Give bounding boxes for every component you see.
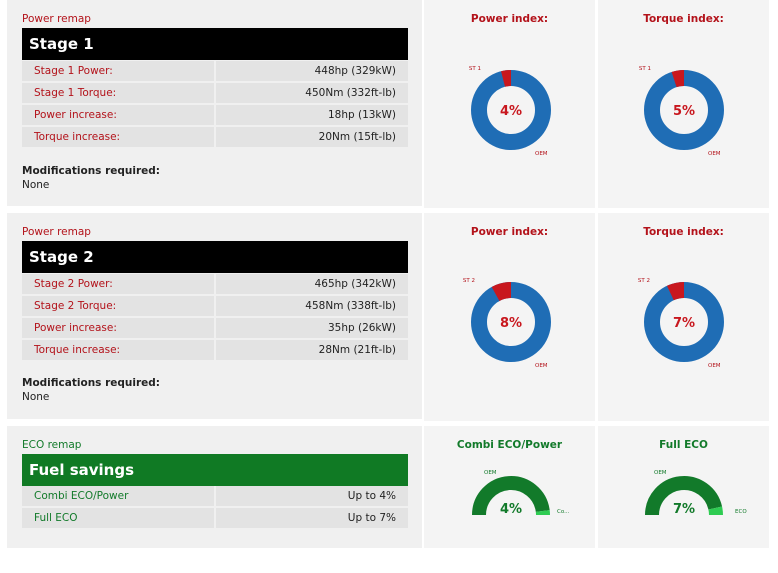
table-row: Torque increase: 28Nm (21ft-lb) bbox=[22, 340, 408, 360]
row-label: Stage 1 Torque: bbox=[22, 83, 214, 103]
eco-combi-panel: Combi ECO/Power 4% OEM Co... bbox=[424, 426, 595, 548]
row-label: Stage 1 Power: bbox=[22, 61, 214, 81]
table-row: Stage 1 Torque: 450Nm (332ft-lb) bbox=[22, 83, 408, 103]
table-row: Stage 2 Power: 465hp (342kW) bbox=[22, 274, 408, 294]
table-row: Torque increase: 20Nm (15ft-lb) bbox=[22, 127, 408, 147]
slice-label: ST 2 bbox=[463, 278, 475, 284]
row-value: 448hp (329kW) bbox=[216, 61, 408, 81]
donut-base-slice bbox=[471, 70, 551, 150]
slice-label: ST 1 bbox=[639, 66, 651, 72]
slice-label: OEM bbox=[708, 363, 721, 369]
slice-label: ECO bbox=[735, 509, 747, 515]
row-label: Stage 2 Torque: bbox=[22, 296, 214, 316]
table-row: Stage 1 Power: 448hp (329kW) bbox=[22, 61, 408, 81]
gauge-savings-slice bbox=[708, 506, 723, 516]
row-value: 18hp (13kW) bbox=[216, 105, 408, 125]
slice-label: Co... bbox=[557, 509, 570, 515]
row-label: Power increase: bbox=[22, 318, 214, 338]
stage1-modifications: Modifications required: None bbox=[22, 164, 160, 192]
row-value: Up to 4% bbox=[216, 486, 408, 506]
row-value: 458Nm (338ft-lb) bbox=[216, 296, 408, 316]
table-row: Power increase: 18hp (13kW) bbox=[22, 105, 408, 125]
chart-title: Power index: bbox=[470, 13, 549, 25]
donut-base-slice bbox=[644, 282, 724, 362]
stage2-torque-index-panel: Torque index: 7% ST 2 OEM bbox=[598, 213, 769, 421]
stage1-torque-donut: 5% ST 1 OEM bbox=[639, 66, 724, 157]
stage2-section-label: Power remap bbox=[22, 226, 91, 238]
percent-label: 8% bbox=[500, 316, 522, 331]
row-label: Torque increase: bbox=[22, 340, 214, 360]
stage2-power-donut: 8% ST 2 OEM bbox=[463, 278, 551, 369]
donut-base-slice bbox=[644, 70, 724, 150]
chart-title: Torque index: bbox=[643, 226, 724, 238]
donut-base-slice bbox=[471, 282, 551, 362]
slice-label: OEM bbox=[535, 363, 548, 369]
row-value: 20Nm (15ft-lb) bbox=[216, 127, 408, 147]
eco-info-panel: ECO remap Fuel savings Combi ECO/Power U… bbox=[7, 426, 422, 548]
row-label: Combi ECO/Power bbox=[22, 486, 214, 506]
modifications-value: None bbox=[22, 391, 50, 403]
modifications-title: Modifications required: bbox=[22, 165, 160, 177]
stage2-torque-donut: 7% ST 2 OEM bbox=[638, 278, 724, 369]
slice-label: OEM bbox=[708, 151, 721, 157]
stage1-torque-index-panel: Torque index: 5% ST 1 OEM bbox=[598, 0, 769, 208]
stage1-banner: Stage 1 bbox=[22, 28, 408, 60]
chart-title: Power index: bbox=[470, 226, 549, 238]
donut-increase-slice bbox=[491, 282, 512, 302]
donut-increase-slice bbox=[666, 282, 685, 301]
percent-label: 7% bbox=[673, 502, 695, 517]
table-row: Combi ECO/Power Up to 4% bbox=[22, 486, 408, 506]
stage2-modifications: Modifications required: None bbox=[22, 376, 160, 404]
donut-increase-slice bbox=[671, 70, 685, 88]
table-row: Full ECO Up to 7% bbox=[22, 508, 408, 528]
modifications-value: None bbox=[22, 179, 50, 191]
chart-title: Torque index: bbox=[643, 13, 724, 25]
stage2-power-index-panel: Power index: 8% ST 2 OEM bbox=[424, 213, 595, 421]
row-value: Up to 7% bbox=[216, 508, 408, 528]
percent-label: 4% bbox=[500, 502, 522, 517]
donut-increase-slice bbox=[501, 70, 512, 87]
row-label: Stage 2 Power: bbox=[22, 274, 214, 294]
gauge-base-slice bbox=[472, 476, 550, 516]
row-label: Torque increase: bbox=[22, 127, 214, 147]
table-row: Stage 2 Torque: 458Nm (338ft-lb) bbox=[22, 296, 408, 316]
slice-label: ST 2 bbox=[638, 278, 650, 284]
percent-label: 5% bbox=[673, 104, 695, 119]
stage2-banner: Stage 2 bbox=[22, 241, 408, 273]
gauge-base-slice bbox=[645, 476, 723, 516]
slice-label: ST 1 bbox=[469, 66, 481, 72]
slice-label: OEM bbox=[484, 470, 497, 476]
stage1-info-panel: Power remap Stage 1 Stage 1 Power: 448hp… bbox=[7, 0, 422, 206]
row-label: Full ECO bbox=[22, 508, 214, 528]
stage1-power-index-panel: Power index: 4% ST 1 OEM bbox=[424, 0, 595, 208]
eco-full-panel: Full ECO 7% OEM ECO bbox=[598, 426, 769, 548]
percent-label: 4% bbox=[500, 104, 522, 119]
row-value: 28Nm (21ft-lb) bbox=[216, 340, 408, 360]
eco-combi-gauge: 4% OEM Co... bbox=[472, 470, 570, 517]
chart-title: Full ECO bbox=[659, 439, 708, 451]
modifications-title: Modifications required: bbox=[22, 377, 160, 389]
percent-label: 7% bbox=[673, 316, 695, 331]
stage1-section-label: Power remap bbox=[22, 13, 91, 25]
row-label: Power increase: bbox=[22, 105, 214, 125]
row-value: 465hp (342kW) bbox=[216, 274, 408, 294]
row-value: 450Nm (332ft-lb) bbox=[216, 83, 408, 103]
row-value: 35hp (26kW) bbox=[216, 318, 408, 338]
eco-full-gauge: 7% OEM ECO bbox=[645, 470, 747, 517]
slice-label: OEM bbox=[654, 470, 667, 476]
eco-banner: Fuel savings bbox=[22, 454, 408, 486]
eco-section-label: ECO remap bbox=[22, 439, 82, 451]
slice-label: OEM bbox=[535, 151, 548, 157]
chart-title: Combi ECO/Power bbox=[456, 439, 563, 451]
table-row: Power increase: 35hp (26kW) bbox=[22, 318, 408, 338]
stage2-info-panel: Power remap Stage 2 Stage 2 Power: 465hp… bbox=[7, 213, 422, 419]
stage1-power-donut: 4% ST 1 OEM bbox=[469, 66, 551, 157]
